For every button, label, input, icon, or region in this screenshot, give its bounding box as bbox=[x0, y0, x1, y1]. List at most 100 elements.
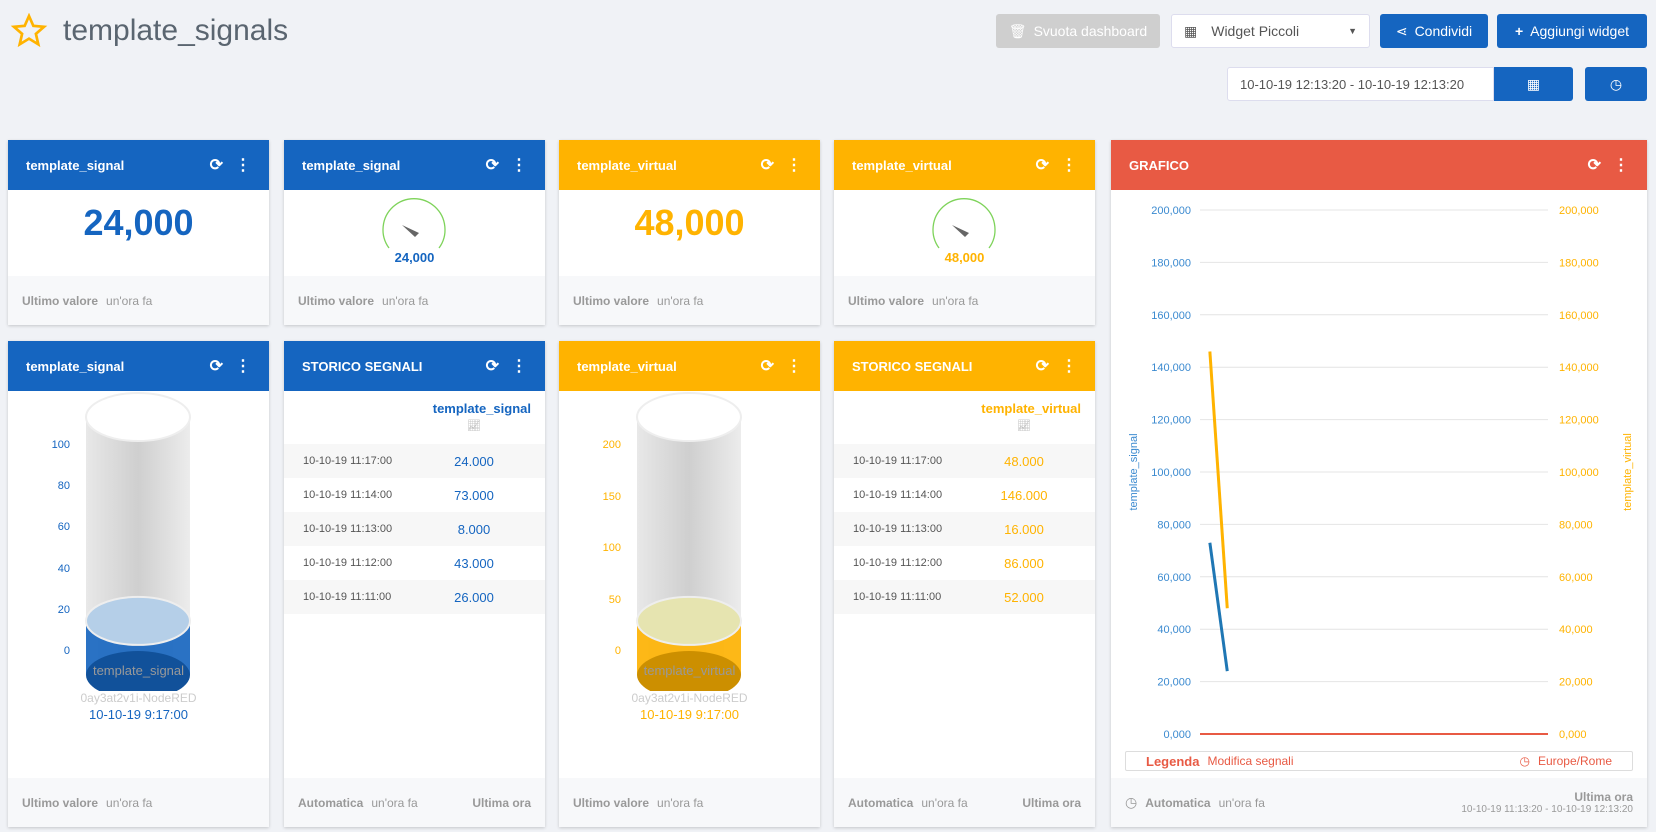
table-row: 10-10-19 11:14:00 146.000 bbox=[834, 478, 1095, 512]
tank-widget: template_virtual ⟳ ⋮ 200 150 100 50 0 template_… bbox=[559, 341, 820, 827]
y-tick-left: 180,000 bbox=[1151, 257, 1191, 269]
widget-footer: Ultimo valore un'ora fa bbox=[559, 276, 820, 325]
row-date: 10-10-19 11:17:00 bbox=[853, 455, 943, 467]
more-icon[interactable]: ⋮ bbox=[1061, 358, 1077, 375]
row-value: 146.000 bbox=[1000, 487, 1048, 503]
y-tick-left: 120,000 bbox=[1151, 415, 1191, 427]
chart-icon[interactable]: 📈︎ bbox=[467, 420, 481, 432]
tank-axis-tick: 200 bbox=[602, 439, 621, 451]
column-header: template_virtual bbox=[981, 401, 1081, 416]
more-icon[interactable]: ⋮ bbox=[511, 157, 527, 174]
row-date: 10-10-19 11:13:00 bbox=[853, 523, 943, 535]
widget-title: template_virtual bbox=[852, 157, 952, 173]
y-tick-right: 140,000 bbox=[1559, 362, 1599, 374]
value-widget: template_virtual ⟳ ⋮ 48,000 Ultimo valore un'… bbox=[559, 140, 820, 325]
value-display: 48,000 bbox=[634, 202, 745, 243]
widget-size-select[interactable]: ▦ Widget Piccoli ▼ bbox=[1171, 14, 1370, 48]
add-widget-button[interactable]: + Aggiungi widget bbox=[1497, 14, 1647, 48]
row-date: 10-10-19 11:11:00 bbox=[303, 591, 392, 603]
row-value: 86.000 bbox=[1004, 555, 1044, 571]
y-tick-right: 120,000 bbox=[1559, 415, 1599, 427]
share-button[interactable]: ⋖ Condividi bbox=[1380, 14, 1488, 48]
refresh-icon[interactable]: ⟳ bbox=[760, 157, 774, 174]
widget-size-value: Widget Piccoli bbox=[1211, 23, 1300, 39]
ago-label: un'ora fa bbox=[921, 795, 968, 810]
widget-footer: Ultimo valore un'ora fa bbox=[559, 778, 820, 827]
line-chart: 0,000 0,000 20,000 20,000 40,000 40,000 60,000… bbox=[1128, 205, 1634, 741]
tank-signal-name: template_virtual bbox=[643, 663, 736, 678]
table-row: 10-10-19 11:11:00 26.000 bbox=[284, 580, 545, 614]
widget-header: STORICO SEGNALI ⟳ ⋮ bbox=[834, 341, 1095, 391]
more-icon[interactable]: ⋮ bbox=[235, 358, 251, 375]
value-widget: template_virtual ⟳ ⋮ 48,000 Ultimo valore un'… bbox=[834, 140, 1095, 325]
range-label: Ultima ora bbox=[472, 795, 531, 810]
row-value: 26.000 bbox=[454, 589, 494, 605]
row-value: 16.000 bbox=[1004, 521, 1044, 537]
ago-label: un'ora fa bbox=[657, 795, 704, 810]
ago-label: un'ora fa bbox=[932, 293, 979, 308]
page-title: template_signals bbox=[63, 14, 289, 47]
range-label: Ultima ora bbox=[1022, 795, 1081, 810]
tank-axis-tick: 50 bbox=[608, 593, 621, 606]
date-range-input[interactable]: 10-10-19 12:13:20 - 10-10-19 12:13:20 bbox=[1227, 67, 1494, 101]
value-widget: template_signal ⟳ ⋮ 24,000 Ultimo valore un'o… bbox=[8, 140, 269, 325]
y-tick-left: 60,000 bbox=[1157, 572, 1191, 584]
timezone-link[interactable]: Europe/Rome bbox=[1537, 754, 1612, 768]
add-label: Aggiungi widget bbox=[1530, 23, 1630, 39]
refresh-icon[interactable]: ⟳ bbox=[209, 358, 223, 375]
tank-device: 0ay3at2v1i-NodeRED bbox=[631, 691, 748, 705]
clock-icon: ◷ bbox=[1519, 754, 1530, 768]
more-icon[interactable]: ⋮ bbox=[786, 157, 802, 174]
table-row: 10-10-19 11:17:00 48.000 bbox=[834, 444, 1095, 478]
edit-signals-link[interactable]: Modifica segnali bbox=[1207, 754, 1294, 768]
tank-signal-name: template_signal bbox=[92, 663, 185, 678]
tank-device: 0ay3at2v1i-NodeRED bbox=[80, 691, 197, 705]
star-icon[interactable] bbox=[10, 13, 48, 49]
row-value: 73.000 bbox=[454, 487, 494, 503]
y-tick-left: 0,000 bbox=[1163, 729, 1191, 741]
calendar-button[interactable]: ▦ bbox=[1494, 67, 1573, 101]
widget-footer: Automatica un'ora fa Ultima ora bbox=[284, 778, 545, 827]
clear-label: Svuota dashboard bbox=[1033, 23, 1148, 39]
tank-cylinder bbox=[85, 392, 191, 691]
range-value: 10-10-19 11:13:20 - 10-10-19 12:13:20 bbox=[1461, 804, 1633, 815]
y-axis-label-left: template_signal bbox=[1128, 433, 1140, 510]
widget-footer: Ultimo valore un'ora fa bbox=[8, 778, 269, 827]
y-tick-left: 200,000 bbox=[1151, 205, 1191, 217]
tank-axis-tick: 0 bbox=[614, 645, 621, 657]
auto-label: Automatica bbox=[298, 795, 364, 810]
caret-down-icon: ▼ bbox=[1348, 26, 1357, 36]
last-value-label: Ultimo valore bbox=[22, 795, 99, 810]
refresh-icon[interactable]: ⟳ bbox=[485, 358, 499, 375]
chart-icon[interactable]: 📈︎ bbox=[1017, 420, 1031, 432]
refresh-icon[interactable]: ⟳ bbox=[1035, 157, 1049, 174]
more-icon[interactable]: ⋮ bbox=[1061, 157, 1077, 174]
row-date: 10-10-19 11:14:00 bbox=[303, 489, 393, 501]
row-date: 10-10-19 11:11:00 bbox=[853, 591, 942, 603]
gauge bbox=[382, 198, 446, 249]
y-tick-left: 140,000 bbox=[1151, 362, 1191, 374]
widget-title: template_virtual bbox=[577, 157, 677, 173]
ago-label: un'ora fa bbox=[1218, 795, 1265, 810]
clock-button[interactable]: ◷ bbox=[1585, 67, 1647, 101]
refresh-icon[interactable]: ⟳ bbox=[1587, 157, 1601, 174]
row-value: 48.000 bbox=[1004, 453, 1044, 469]
more-icon[interactable]: ⋮ bbox=[1613, 157, 1629, 174]
clear-dashboard-button[interactable]: 🗑 Svuota dashboard bbox=[996, 14, 1160, 48]
more-icon[interactable]: ⋮ bbox=[235, 157, 251, 174]
y-tick-left: 100,000 bbox=[1151, 467, 1191, 479]
tank-axis-tick: 60 bbox=[57, 521, 70, 534]
more-icon[interactable]: ⋮ bbox=[511, 358, 527, 375]
gauge bbox=[932, 198, 996, 249]
y-tick-left: 160,000 bbox=[1151, 310, 1191, 322]
date-range-value: 10-10-19 12:13:20 - 10-10-19 12:13:20 bbox=[1240, 76, 1465, 92]
refresh-icon[interactable]: ⟳ bbox=[1035, 358, 1049, 375]
refresh-icon[interactable]: ⟳ bbox=[760, 358, 774, 375]
ago-label: un'ora fa bbox=[371, 795, 418, 810]
chart-widget-header: GRAFICO ⟳ ⋮ bbox=[1111, 140, 1647, 190]
more-icon[interactable]: ⋮ bbox=[786, 358, 802, 375]
refresh-icon[interactable]: ⟳ bbox=[485, 157, 499, 174]
gauge-value: 24,000 bbox=[394, 250, 435, 265]
refresh-icon[interactable]: ⟳ bbox=[209, 157, 223, 174]
chart-footer: ◷ Automatica un'ora fa Ultima ora 10-10-19 … bbox=[1111, 778, 1647, 827]
